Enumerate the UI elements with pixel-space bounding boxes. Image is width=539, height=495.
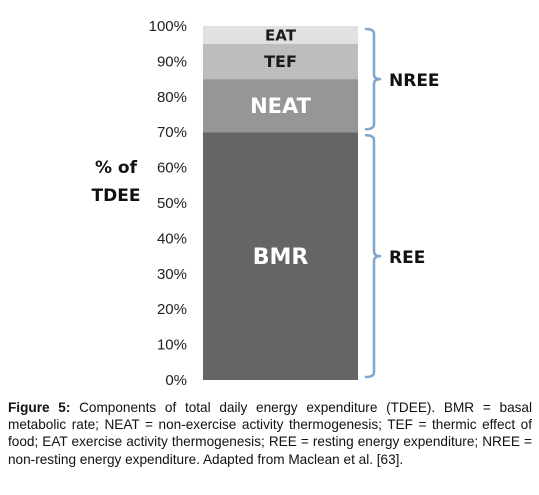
y-axis-label-line-2: TDEE bbox=[92, 186, 141, 206]
group-label-nree: NREE bbox=[389, 71, 440, 91]
bar-segment-bmr bbox=[203, 132, 358, 380]
bar-segment-tef bbox=[203, 43, 358, 80]
group-label-ree: REE bbox=[389, 248, 425, 268]
caption-text: Components of total daily energy expendi… bbox=[8, 400, 533, 467]
y-tick-label: 90% bbox=[157, 53, 187, 70]
stacked-bar-chart: 0% 10% 20% 30% 40% 50% 60% 70% 80% 90% 100% BMR NEA… bbox=[92, 18, 440, 389]
group-brackets: NREE REE bbox=[364, 27, 440, 379]
segment-label-neat: NEAT bbox=[250, 94, 312, 118]
bar-segments: BMR NEAT TEF EAT bbox=[203, 26, 358, 380]
bracket-nree bbox=[364, 27, 382, 131]
bar-segment-eat bbox=[203, 26, 358, 44]
caption-heading: Figure 5: bbox=[8, 400, 71, 415]
y-tick-label: 80% bbox=[157, 89, 187, 106]
y-axis-label-line-1: % of bbox=[95, 158, 138, 178]
bracket-ree bbox=[364, 133, 382, 379]
y-tick-label: 30% bbox=[157, 266, 187, 283]
y-tick-label: 60% bbox=[157, 160, 187, 177]
y-tick-label: 20% bbox=[157, 301, 187, 318]
y-tick-label: 0% bbox=[165, 372, 187, 389]
segment-label-tef: TEF bbox=[264, 52, 297, 71]
segment-label-eat: EAT bbox=[265, 26, 297, 44]
figure-caption: Figure 5: Components of total daily ener… bbox=[8, 399, 532, 468]
y-tick-label: 50% bbox=[157, 195, 187, 212]
bar-segment-neat bbox=[203, 79, 358, 133]
y-tick-label: 40% bbox=[157, 230, 187, 247]
y-axis-label: % of TDEE bbox=[92, 158, 141, 206]
segment-label-bmr: BMR bbox=[253, 245, 309, 270]
y-axis-ticks: 0% 10% 20% 30% 40% 50% 60% 70% 80% 90% 100% bbox=[149, 18, 187, 389]
y-tick-label: 70% bbox=[157, 124, 187, 141]
y-tick-label: 10% bbox=[157, 337, 187, 354]
y-tick-label: 100% bbox=[149, 18, 187, 35]
